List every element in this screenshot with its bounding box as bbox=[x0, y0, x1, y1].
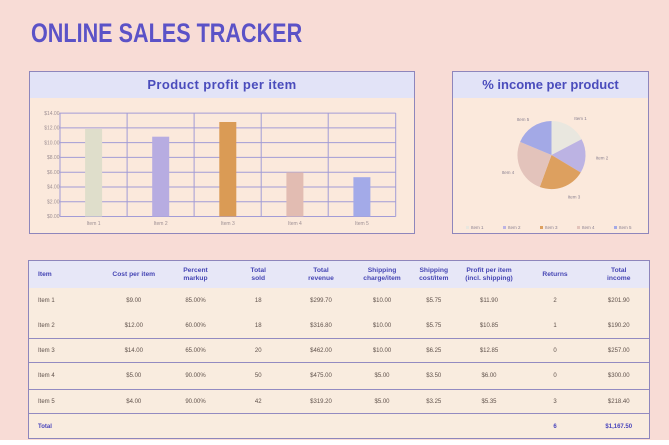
svg-text:Item 1: Item 1 bbox=[471, 225, 484, 230]
svg-text:Item 2: Item 2 bbox=[508, 225, 521, 230]
svg-text:Item 4: Item 4 bbox=[582, 225, 595, 230]
svg-text:Item 2: Item 2 bbox=[154, 221, 168, 227]
svg-text:Item 1: Item 1 bbox=[87, 221, 101, 227]
svg-text:$10.00: $10.00 bbox=[44, 140, 60, 146]
svg-text:Item 3: Item 3 bbox=[568, 195, 581, 200]
svg-text:Item 5: Item 5 bbox=[619, 225, 632, 230]
svg-text:$4.00: $4.00 bbox=[47, 185, 60, 191]
svg-text:Item 4: Item 4 bbox=[502, 170, 515, 175]
svg-text:Item 3: Item 3 bbox=[221, 221, 235, 227]
svg-text:$0.00: $0.00 bbox=[47, 214, 60, 220]
svg-text:$2.00: $2.00 bbox=[47, 199, 60, 205]
svg-text:Item 2: Item 2 bbox=[596, 156, 609, 161]
svg-text:Item 1: Item 1 bbox=[574, 116, 587, 121]
svg-text:Item 4: Item 4 bbox=[288, 221, 302, 227]
svg-text:Item 3: Item 3 bbox=[545, 225, 558, 230]
svg-text:$14.00: $14.00 bbox=[44, 111, 60, 117]
svg-text:$6.00: $6.00 bbox=[47, 170, 60, 176]
svg-text:Item 5: Item 5 bbox=[355, 221, 369, 227]
svg-text:$8.00: $8.00 bbox=[47, 155, 60, 161]
svg-text:Item 5: Item 5 bbox=[517, 117, 530, 122]
svg-text:$12.00: $12.00 bbox=[44, 126, 60, 132]
